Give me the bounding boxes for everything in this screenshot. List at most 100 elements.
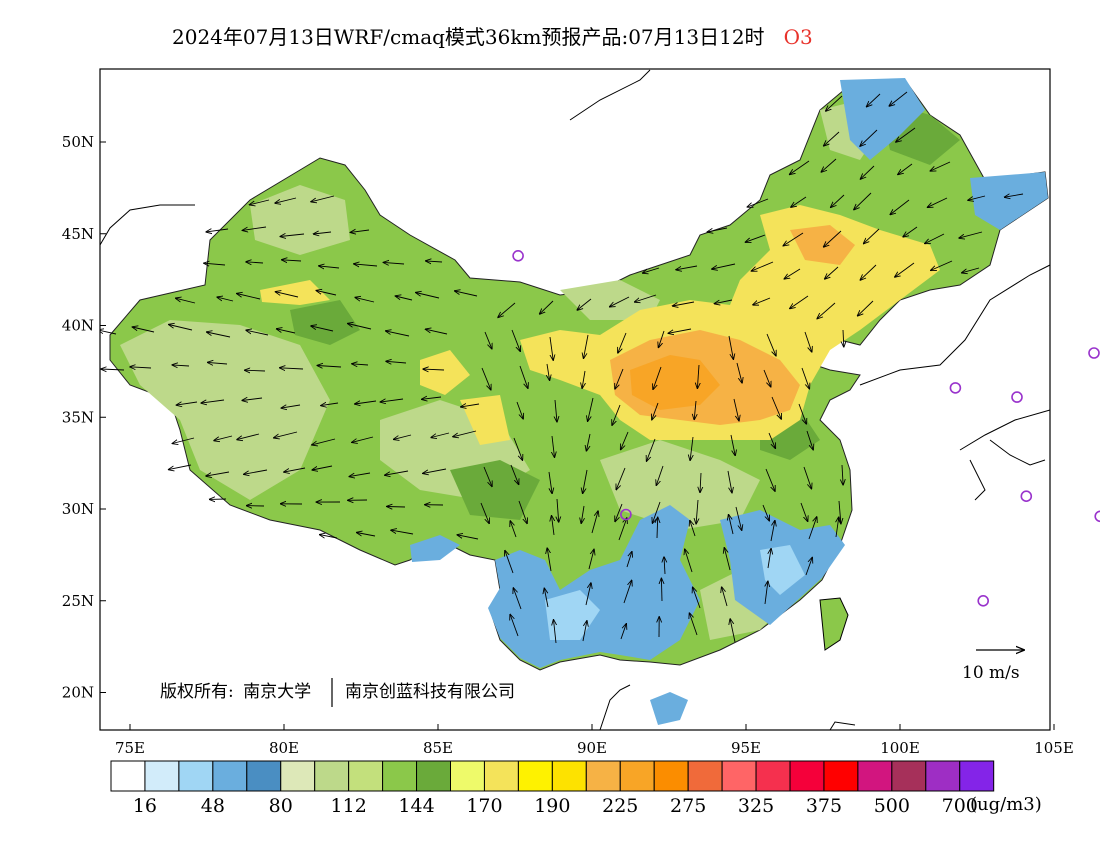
- wind-arrow: [824, 131, 840, 146]
- legend-swatch: [585, 760, 621, 792]
- wind-arrow: [831, 194, 845, 207]
- wind-arrow: [383, 262, 405, 264]
- legend-label: 190: [534, 795, 570, 817]
- lon-tick-label: 75E: [115, 739, 145, 757]
- zone-yellow-west: [420, 350, 470, 395]
- wind-arrow: [858, 300, 874, 316]
- wind-arrow: [751, 261, 774, 271]
- wind-arrow: [552, 516, 555, 536]
- legend-label: 16: [133, 795, 157, 817]
- wind-arrow: [511, 329, 520, 351]
- wind-arrow: [808, 517, 817, 540]
- wind-arrow: [237, 294, 261, 300]
- wind-arrow: [690, 520, 696, 537]
- zone-light-green: [600, 440, 760, 530]
- title-main: 2024年07月13日WRF/cmaq模式36km预报产品:07月13日12时: [172, 25, 765, 49]
- wind-arrow: [766, 333, 776, 356]
- wind-arrow: [800, 502, 808, 521]
- wind-arrow: [843, 329, 844, 347]
- legend-label: 170: [466, 795, 502, 817]
- wind-arrow: [733, 398, 739, 421]
- wind-arrow: [275, 292, 299, 298]
- legend-swatch: [517, 760, 553, 792]
- station-marker: [620, 508, 632, 521]
- wind-arrow: [505, 551, 514, 574]
- wind-arrow: [281, 405, 301, 408]
- wind-arrow: [610, 296, 630, 307]
- legend-unit: (ug/m3): [970, 794, 1042, 815]
- wind-arrow: [860, 264, 877, 280]
- legend-swatch: [721, 760, 757, 792]
- wind-arrow: [355, 401, 377, 404]
- wind-arrow: [317, 366, 342, 368]
- wind-arrow: [927, 197, 948, 207]
- wind-arrow: [391, 530, 414, 535]
- station-marker: [977, 594, 990, 607]
- legend-label: 500: [874, 795, 910, 817]
- legend-swatch: [382, 760, 418, 792]
- wind-arrow: [730, 619, 736, 643]
- wind-arrow: [348, 324, 372, 330]
- wind-arrow: [925, 233, 945, 244]
- legend-label: 225: [602, 795, 638, 817]
- wind-arrow: [804, 331, 812, 352]
- zone-blue-northeast: [840, 78, 925, 160]
- title-species: O3: [784, 25, 813, 49]
- wind-arrow: [762, 504, 769, 521]
- wind-arrow: [801, 367, 809, 389]
- wind-arrow: [896, 127, 916, 142]
- legend-label: 325: [738, 795, 774, 817]
- legend-swatch: [755, 760, 791, 792]
- wind-arrow: [311, 326, 334, 332]
- wind-arrow: [722, 587, 728, 607]
- coastlines: [99, 69, 1051, 731]
- wind-arrow: [206, 229, 229, 232]
- zone-dark-green: [290, 300, 360, 345]
- wind-arrow: [745, 234, 766, 242]
- legend-label: 48: [201, 795, 225, 817]
- legend-label: 700: [942, 795, 978, 817]
- wind-arrow: [206, 471, 230, 476]
- wind-arrow: [696, 499, 698, 524]
- wind-arrow: [672, 301, 695, 306]
- wind-arrow: [349, 472, 371, 477]
- wind-arrow: [586, 433, 591, 451]
- wind-arrow: [824, 230, 842, 247]
- wind-arrow: [707, 227, 728, 232]
- wind-arrow: [313, 232, 332, 234]
- copyright-org2: 南京创蓝科技有限公司: [345, 682, 515, 702]
- wind-arrow: [552, 435, 555, 457]
- wind-arrow: [621, 431, 629, 450]
- wind-arrow: [510, 614, 519, 637]
- legend-swatch: [314, 760, 350, 792]
- wind-arrow: [208, 362, 228, 364]
- map-title: 2024年07月13日WRF/cmaq模式36km预报产品:07月13日12时 …: [172, 25, 813, 49]
- lon-tick-label: 80E: [269, 739, 299, 757]
- wind-arrow: [554, 620, 557, 644]
- wind-arrow: [643, 267, 660, 273]
- wind-arrow: [425, 329, 448, 335]
- station-marker: [949, 382, 962, 394]
- wind-arrow: [747, 198, 769, 207]
- wind-arrow: [616, 467, 626, 490]
- wind-arrow: [395, 296, 413, 301]
- wind-arrow: [540, 300, 554, 314]
- wind-arrow: [319, 266, 340, 268]
- wind-arrow: [727, 470, 732, 493]
- wind-arrow: [864, 228, 880, 244]
- wind-arrow: [712, 263, 736, 269]
- wind-arrow: [457, 535, 479, 540]
- legend-swatch: [348, 760, 384, 792]
- wind-arrow: [895, 262, 915, 277]
- wind-arrow: [959, 231, 983, 238]
- wind-arrow: [550, 336, 553, 360]
- wind-arrow: [214, 435, 233, 441]
- wind-arrow: [387, 507, 406, 508]
- wind-arrow: [618, 332, 627, 353]
- wind-arrow: [483, 466, 492, 487]
- wind-arrow: [101, 369, 125, 370]
- legend-swatch: [687, 760, 723, 792]
- wind-arrow: [652, 501, 661, 523]
- wind-arrow: [547, 363, 550, 380]
- color-legend: [110, 760, 995, 792]
